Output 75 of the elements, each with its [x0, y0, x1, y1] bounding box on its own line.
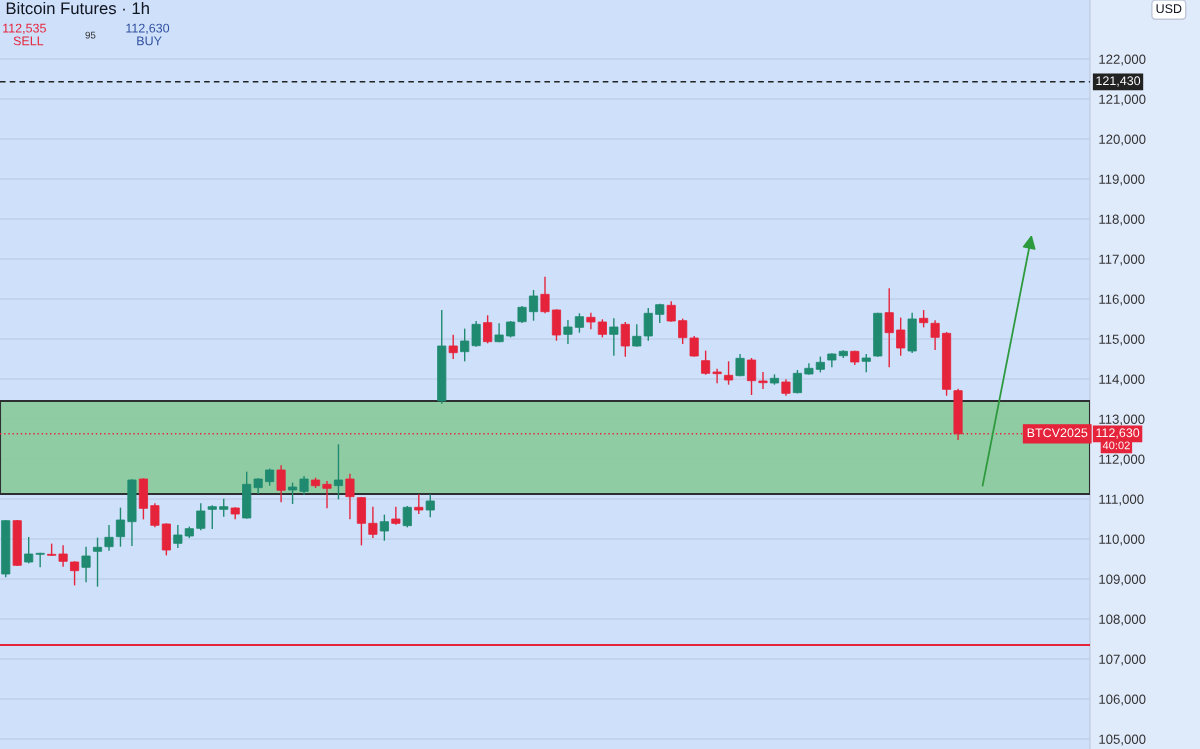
y-tick-label: 111,000 [1099, 494, 1144, 506]
candlestick [448, 334, 458, 360]
candlestick [528, 289, 539, 321]
candlestick [104, 524, 114, 551]
candlestick [930, 320, 940, 351]
candlestick [414, 494, 424, 515]
candlestick [563, 319, 573, 345]
candlestick [391, 506, 401, 525]
y-tick-label: 119,000 [1099, 174, 1145, 186]
y-tick-label: 121,000 [1099, 94, 1146, 106]
y-tick-label: 112,000 [1099, 454, 1145, 466]
y-tick-label: 116,000 [1099, 294, 1145, 306]
candlestick [402, 505, 412, 528]
y-tick-label: 109,000 [1099, 574, 1146, 586]
candlestick [792, 369, 802, 394]
ref-line-label: 112,630 [1096, 428, 1140, 439]
text: USD [1156, 4, 1182, 14]
candlestick [678, 318, 688, 345]
candlestick [115, 507, 126, 547]
candlestick [620, 321, 630, 357]
candlestick [150, 503, 160, 528]
candlestick [746, 357, 757, 396]
y-tick-label: 108,000 [1099, 614, 1146, 626]
candlestick [758, 371, 768, 390]
candlestick [24, 536, 34, 564]
text: 40:02 [1102, 441, 1130, 450]
candlestick [379, 514, 389, 541]
annotation: 112,535 [3, 23, 46, 35]
candlestick [425, 494, 435, 518]
y-tick-label: 122,000 [1099, 54, 1146, 66]
candlestick [735, 353, 745, 377]
candlestick [333, 444, 344, 500]
candlestick [345, 473, 355, 520]
y-tick-label: 117,000 [1099, 254, 1145, 266]
y-tick-label: 120,000 [1099, 134, 1146, 146]
candlestick [701, 350, 711, 375]
annotation: SELL [13, 36, 44, 46]
candlestick [92, 537, 103, 587]
candlestick [586, 312, 596, 330]
candlestick [173, 524, 183, 549]
y-tick-label: 107,000 [1099, 654, 1146, 666]
candlestick [322, 480, 332, 509]
candlestick [483, 315, 493, 344]
candlestick [368, 506, 378, 539]
candlestick [207, 505, 217, 530]
candlestick [288, 482, 298, 505]
y-tick-label: 106,000 [1099, 694, 1146, 706]
candlestick [884, 288, 894, 368]
annotation: 112,630 [126, 23, 170, 35]
candlestick [689, 335, 699, 357]
candlestick [460, 328, 470, 362]
candlestick [896, 317, 906, 356]
candlestick [609, 318, 619, 356]
candlestick [35, 552, 45, 568]
annotation: 95 [85, 31, 96, 39]
candlestick [58, 545, 68, 567]
annotation: BTCV2025 [1027, 428, 1088, 438]
y-tick-label: 115,000 [1099, 334, 1145, 346]
candlestick [276, 465, 286, 503]
ref-line-label: 121,430 [1096, 76, 1141, 87]
candlestick [712, 368, 722, 384]
candlestick [196, 503, 206, 531]
candlestick [540, 276, 550, 314]
y-tick-label: 105,000 [1099, 734, 1146, 746]
chart-title: Bitcoin Futures · 1h [6, 1, 149, 15]
candlestick [724, 361, 734, 385]
y-tick-label: 110,000 [1099, 534, 1145, 546]
candlestick [70, 561, 80, 586]
candlestick [666, 301, 676, 322]
candlestick [471, 320, 481, 347]
annotation: BUY [137, 36, 162, 46]
y-tick-label: 113,000 [1099, 414, 1145, 426]
y-tick-label: 114,000 [1099, 374, 1145, 386]
candlestick [81, 546, 91, 583]
y-tick-label: 118,000 [1099, 214, 1145, 226]
